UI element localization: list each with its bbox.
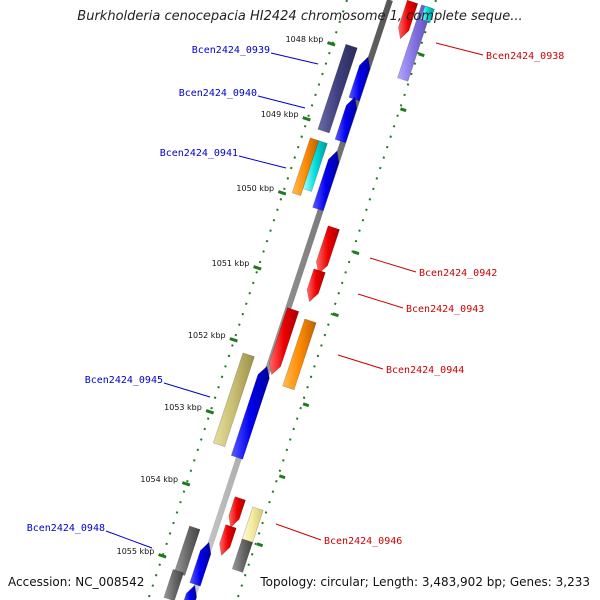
scale-tick-mark: [278, 474, 286, 480]
scale-tick-mark: [302, 116, 311, 122]
gene-0941-c: [312, 150, 340, 212]
scale-tick-mark: [205, 409, 215, 415]
gene-0938: [398, 0, 419, 40]
label-leader-line: [275, 523, 322, 541]
label-leader-line: [163, 382, 211, 398]
gene-features: [163, 0, 435, 600]
label-leader-line: [357, 293, 404, 309]
gene-0946-b: [241, 506, 264, 545]
scale-tick-mark: [253, 265, 262, 271]
gene-0945: [212, 352, 255, 448]
scale-tick-mark: [418, 52, 425, 58]
gene-0942: [315, 225, 340, 275]
gene-label: Bcen2424_0946: [324, 536, 402, 547]
gene-label: Bcen2424_0941: [160, 148, 238, 159]
gene-0948-b: [189, 541, 212, 587]
scale-tick-label: 1049 kbp: [261, 110, 299, 119]
gene-0948: [173, 525, 201, 576]
scale-tick-label: 1048 kbp: [286, 35, 324, 44]
gene-0945-b: [230, 365, 270, 460]
scale-tick-mark: [158, 553, 167, 559]
scale-tick-label: 1050 kbp: [236, 184, 274, 193]
gene-label: Bcen2424_0939: [192, 45, 270, 56]
scale-tick-mark: [181, 481, 191, 487]
gene-0941-b: [302, 140, 328, 192]
genome-summary: Topology: circular; Length: 3,483,902 bp…: [260, 575, 590, 589]
scale-tick-label: 1054 kbp: [140, 475, 178, 484]
scale-tick-mark: [352, 250, 360, 256]
gene-0939: [317, 43, 358, 134]
scale-tick-mark: [302, 402, 310, 408]
label-leader-line: [337, 354, 384, 370]
gene-label: Bcen2424_0945: [85, 375, 163, 386]
scale-tick-label: 1052 kbp: [188, 331, 226, 340]
scale-tick-mark: [229, 337, 238, 343]
map-title: Burkholderia cenocepacia HI2424 chromoso…: [77, 9, 523, 24]
gene-0940: [334, 96, 358, 144]
gene-label: Bcen2424_0943: [406, 304, 484, 315]
gene-0948-c: [163, 569, 184, 600]
gene-0948-d: [183, 584, 197, 600]
label-leader-line: [238, 155, 287, 169]
gene-0946-d: [231, 538, 254, 573]
gene-label: Bcen2424_0948: [27, 523, 105, 534]
gene-label: Bcen2424_0944: [386, 365, 464, 376]
label-leader-line: [105, 530, 153, 549]
scale-tick-mark: [327, 41, 336, 47]
label-leader-line: [270, 52, 319, 65]
scale-ticks: 1048 kbp 1049 kbp 1050 kbp 1051 kbp 1052 kbp…: [117, 35, 425, 559]
gene-0944-b: [282, 318, 317, 391]
label-leaders: [105, 42, 484, 549]
gene-0946-c: [219, 524, 237, 556]
scale-tick-mark: [399, 107, 407, 113]
gene-0946: [228, 496, 246, 528]
gene-0944: [268, 307, 300, 376]
gene-0941: [291, 137, 320, 197]
scale-tick-label: 1051 kbp: [212, 259, 250, 268]
label-leader-line: [369, 257, 417, 273]
scale-tick-label: 1055 kbp: [117, 547, 155, 556]
gene-label: Bcen2424_0938: [486, 51, 564, 62]
accession-label: Accession: NC_008542: [8, 575, 145, 589]
scale-tick-label: 1053 kbp: [164, 403, 202, 412]
gene-0943: [306, 268, 326, 303]
gene-label: Bcen2424_0940: [179, 88, 257, 99]
scale-tick-mark: [277, 190, 287, 196]
gene-labels: Bcen2424_0938 Bcen2424_0939 Bcen2424_0940 B…: [27, 45, 565, 547]
gene-label: Bcen2424_0942: [419, 268, 497, 279]
scale-tick-mark: [256, 542, 264, 548]
label-leader-line: [435, 42, 484, 56]
gene-0938-c: [420, 5, 435, 23]
label-leader-line: [257, 95, 306, 109]
scale-tick-mark: [332, 312, 339, 318]
